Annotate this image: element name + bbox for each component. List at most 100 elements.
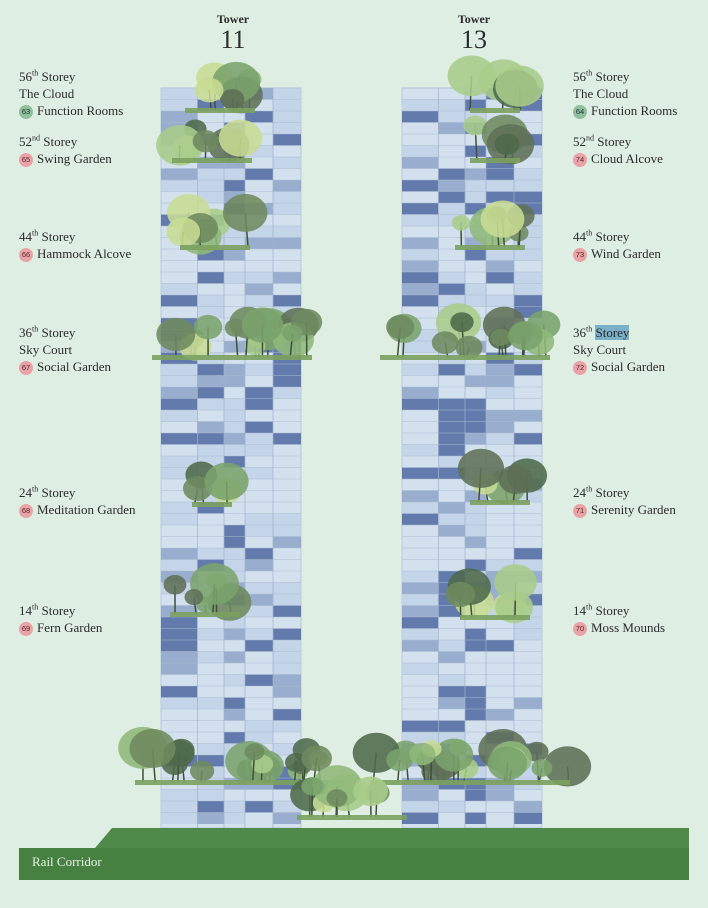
tower-13-wind-garden-planter [455, 245, 525, 250]
tower-11-window-panel [273, 122, 301, 134]
tower-13-window-panel [465, 145, 486, 157]
tower-11-window-panel [161, 111, 198, 123]
badge: 72 [573, 361, 587, 375]
tower-11-window-panel [224, 536, 245, 548]
tower-13-social-garden-tree-canopy [386, 315, 415, 339]
badge: 73 [573, 248, 587, 262]
tower-13-window-panel [438, 467, 465, 479]
tower-11-window-panel [197, 295, 224, 307]
tower-13-window-panel [402, 99, 439, 111]
tower-11-window-panel [197, 306, 224, 318]
tower-11-window-panel [224, 628, 245, 640]
tower-13-window-panel [402, 157, 439, 169]
tower-11-window-panel [197, 249, 224, 261]
tower-11-window-panel [245, 145, 273, 157]
tower-11-window-panel [224, 525, 245, 537]
tower-11-window-panel [245, 226, 273, 238]
tower-11-window-panel [224, 168, 245, 180]
tower-11-window-panel [197, 168, 224, 180]
tower-11-window-panel [197, 398, 224, 410]
tower-11-meditation-garden-planter [192, 502, 232, 507]
tower-11-window-panel [161, 812, 198, 824]
tower-11-swing-garden-planter [172, 158, 252, 163]
tower-13-window-panel [402, 214, 439, 226]
tower-11-window-panel [161, 628, 198, 640]
tower-13-window-panel [486, 249, 514, 261]
badge: 70 [573, 622, 587, 636]
tower-11-window-panel [245, 548, 273, 560]
tower-13-window-panel [438, 191, 465, 203]
link-garden-tree-canopy [301, 777, 324, 796]
tower-13-window-panel [438, 214, 465, 226]
tower-13-window-panel [438, 444, 465, 456]
tower-11-window-panel [224, 433, 245, 445]
tower-11-window-panel [273, 651, 301, 663]
tower-13-window-panel [438, 168, 465, 180]
tower-13-window-panel [514, 410, 542, 422]
tower-13-window-panel [438, 651, 465, 663]
tower-11-window-panel [224, 375, 245, 387]
tower-11-window-panel [245, 444, 273, 456]
tower-13-window-panel [514, 617, 542, 629]
tower-11-hammock-alcove-planter [180, 245, 250, 250]
tower-13-base-garden-tree-canopy [543, 746, 592, 787]
rail-corridor-label: Rail Corridor [32, 854, 102, 869]
tower-11-window-panel [197, 191, 224, 203]
tower-13-window-panel [486, 375, 514, 387]
tower-13-social-garden-tree-canopy [490, 328, 511, 346]
tower-11-base-garden-tree-canopy [129, 728, 176, 769]
tower-11-window-panel [224, 410, 245, 422]
tower-13-moss-mounds-tree-canopy [445, 581, 476, 608]
tower-11-fern-garden-tree-canopy [184, 589, 204, 606]
tower-11-window-panel [197, 444, 224, 456]
tower-11-window-panel [245, 605, 273, 617]
tower-11-window-panel [224, 732, 245, 744]
tower-11-window-panel [197, 180, 224, 192]
tower-13-window-panel [402, 111, 439, 123]
tower-11-window-panel [273, 525, 301, 537]
tower-13-window-panel [402, 582, 439, 594]
label-tower13-14: 14th Storey 70 Moss Mounds [573, 602, 666, 636]
tower-11-window-panel [197, 387, 224, 399]
tower-13-window-panel [402, 594, 439, 606]
tower-13-window-panel [402, 444, 439, 456]
tower-13-window-panel [465, 191, 486, 203]
label-tower11-56: 56th Storey The Cloud 63 Function Rooms [19, 68, 124, 119]
tower-13-window-panel [465, 364, 486, 376]
tower-11-window-panel [273, 226, 301, 238]
tower-13-window-panel [514, 272, 542, 284]
tower-11-window-panel [245, 272, 273, 284]
tower-11-window-panel [224, 444, 245, 456]
tower-13-base-garden-tree-canopy [434, 738, 474, 772]
tower-11-hammock-alcove-tree-canopy [222, 193, 268, 232]
tower-13-window-panel [402, 789, 439, 801]
tower-11-window-panel [161, 502, 198, 514]
tower-13-window-panel [486, 191, 514, 203]
tower-13-window-panel [438, 433, 465, 445]
tower-13-window-panel [514, 237, 542, 249]
tower-11-base-garden-tree-canopy [190, 760, 215, 782]
tower-11-window-panel [273, 88, 301, 100]
tower-11-window-panel [245, 168, 273, 180]
tower-13-social-garden-tree-canopy [455, 335, 483, 359]
tower-11-swing-garden-tree-canopy [156, 125, 204, 166]
tower-11-window-panel [245, 640, 273, 652]
tower-11-window-panel [273, 180, 301, 192]
tower-11-window-panel [161, 663, 198, 675]
tower-13-serenity-garden-tree-canopy [457, 448, 505, 488]
tower-13-window-panel [465, 697, 486, 709]
tower-13-window-panel [438, 732, 465, 744]
tower-11-window-panel [224, 398, 245, 410]
tower-13-window-panel [486, 433, 514, 445]
tower-label: Tower [457, 12, 491, 26]
tower-13-base-garden-tree-canopy [409, 742, 436, 766]
tower-13-window-panel [486, 168, 514, 180]
tower-11-window-panel [161, 548, 198, 560]
badge: 68 [19, 504, 33, 518]
tower-11-window-panel [197, 628, 224, 640]
tower-13-window-panel [514, 766, 542, 778]
tower-11-window-panel [245, 433, 273, 445]
tower-13-base-garden-tree-canopy [531, 759, 553, 777]
tower-11-window-panel [273, 237, 301, 249]
